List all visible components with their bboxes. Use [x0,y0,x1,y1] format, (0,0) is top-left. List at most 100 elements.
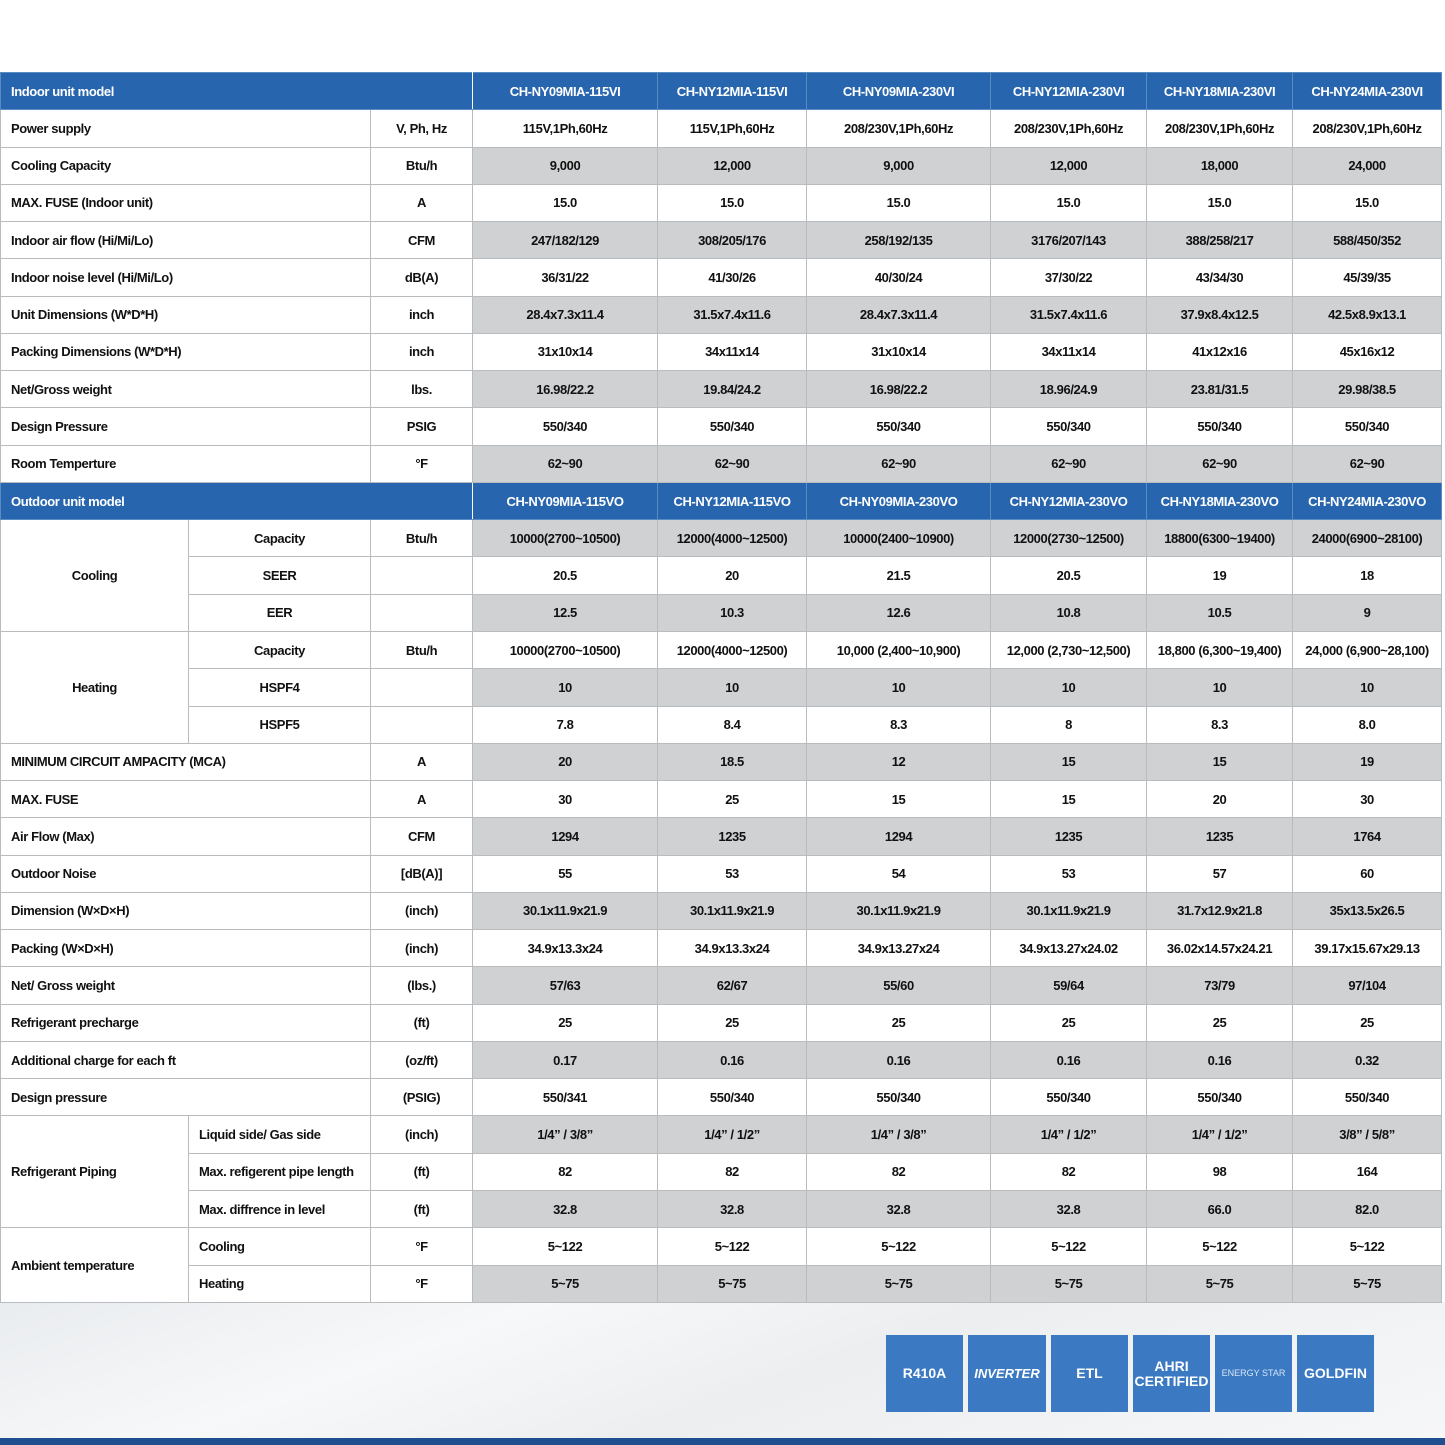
model-header: CH-NY12MIA-115VO [657,481,808,521]
value-cell: 550/340 [657,407,808,446]
value-cell: 31x10x14 [806,332,992,372]
footer-bar [0,1438,1445,1445]
value-cell: 34.9x13.27x24.02 [990,929,1148,968]
unit-cell: °F [369,1227,474,1266]
value-cell: 24000(6900~28100) [1292,519,1443,558]
unit-cell: Btu/h [369,146,474,185]
row-label: Dimension (W×D×H) [0,891,371,931]
value-cell: 15 [1146,742,1294,782]
table-row: Power supply V, Ph, Hz 115V,1Ph,60Hz 115V,1… [0,109,1443,148]
table-row: Refrigerant Piping Liquid side/ Gas side(… [0,1115,1443,1229]
value-cell: 32.8 [657,1189,808,1229]
table-row: HSPF5 7.8 8.4 8.3 8 8.3 8.0 [1,705,1443,744]
value-cell: 12,000 [657,146,808,185]
value-cell: 588/450/352 [1292,221,1443,260]
value-cell: 24,000 (6,900~28,100) [1292,630,1443,670]
value-cell: 57 [1146,854,1294,893]
table-row: EER 12.5 10.3 12.6 10.8 10.5 9 [1,593,1443,632]
sub-label: Capacity [188,519,371,558]
value-cell: 1235 [990,817,1148,856]
value-cell: 5~122 [472,1227,659,1266]
value-cell: 247/182/129 [472,221,659,260]
value-cell: 29.98/38.5 [1292,370,1443,409]
model-header: CH-NY18MIA-230VI [1146,71,1294,111]
value-cell: 10 [472,668,659,707]
value-cell: 12.5 [472,593,659,632]
value-cell: 388/258/217 [1146,221,1294,260]
value-cell: 10.8 [990,593,1148,632]
row-label: Packing (W×D×H) [0,929,371,968]
value-cell: 12,000 (2,730~12,500) [990,630,1148,670]
value-cell: 0.17 [472,1040,659,1080]
value-cell: 20.5 [990,556,1148,595]
sub-label: EER [188,593,371,632]
value-cell: 82 [472,1152,659,1191]
value-cell: 15 [806,780,992,819]
value-cell: 19 [1146,556,1294,595]
value-cell: 0.32 [1292,1040,1443,1080]
value-cell: 258/192/135 [806,221,992,260]
model-header: CH-NY24MIA-230VO [1292,481,1443,521]
unit-cell: lbs. [369,370,474,409]
value-cell: 34x11x14 [990,332,1148,372]
value-cell: 115V,1Ph,60Hz [657,109,808,148]
unit-cell: A [369,183,474,223]
value-cell: 10000(2700~10500) [472,630,659,670]
model-header: CH-NY12MIA-230VO [990,481,1148,521]
value-cell: 62~90 [1292,444,1443,483]
value-cell: 18 [1292,556,1443,595]
value-cell: 53 [657,854,808,893]
value-cell: 25 [990,1003,1148,1042]
value-cell: 15 [990,742,1148,782]
unit-cell: inch [369,332,474,372]
value-cell: 62~90 [990,444,1148,483]
value-cell: 208/230V,1Ph,60Hz [1146,109,1294,148]
value-cell: 18.5 [657,742,808,782]
value-cell: 34.9x13.3x24 [657,929,808,968]
unit-cell [369,593,474,632]
value-cell: 1294 [472,817,659,856]
value-cell: 8.3 [1146,705,1294,744]
table-row: Additional charge for each ft (oz/ft) 0.17… [0,1040,1443,1080]
value-cell: 1/4” / 3/8” [472,1115,659,1154]
value-cell: 41x12x16 [1146,332,1294,372]
value-cell: 550/340 [990,407,1148,446]
value-cell: 31x10x14 [472,332,659,372]
value-cell: 55/60 [806,966,992,1005]
value-cell: 55 [472,854,659,893]
value-cell: 21.5 [806,556,992,595]
table-row: Cooling Capacity Btu/h 10000(2700~10500) 120… [0,519,1443,632]
value-cell: 32.8 [990,1189,1148,1229]
table-row: Refrigerant precharge (ft) 25 25 25 25 25 25 [0,1003,1443,1042]
table-row: Heating °F 5~75 5~75 5~75 5~75 5~75 5~75 [1,1264,1443,1303]
sub-label: Liquid side/ Gas side [188,1115,371,1154]
value-cell: 15.0 [1292,183,1443,223]
model-header: CH-NY09MIA-115VI [472,71,659,111]
value-cell: 42.5x8.9x13.1 [1292,295,1443,334]
table-row: Unit Dimensions (W*D*H) inch 28.4x7.3x11.4… [0,295,1443,334]
table-row: Dimension (W×D×H) (inch) 30.1x11.9x21.9 30.… [0,891,1443,931]
value-cell: 35x13.5x26.5 [1292,891,1443,931]
row-label: Unit Dimensions (W*D*H) [0,295,371,334]
unit-cell: (ft) [369,1003,474,1042]
value-cell: 53 [990,854,1148,893]
unit-cell [369,705,474,744]
value-cell: 5~122 [1146,1227,1294,1266]
value-cell: 10.5 [1146,593,1294,632]
row-label: Net/ Gross weight [0,966,371,1005]
value-cell: 550/340 [1146,1078,1294,1117]
value-cell: 20 [472,742,659,782]
value-cell: 550/340 [1146,407,1294,446]
value-cell: 10 [1292,668,1443,707]
model-header: CH-NY24MIA-230VI [1292,71,1443,111]
row-label: MINIMUM CIRCUIT AMPACITY (MCA) [0,742,371,782]
value-cell: 25 [806,1003,992,1042]
table-row: Design Pressure PSIG 550/340 550/340 550/340… [0,407,1443,446]
unit-cell: (inch) [369,929,474,968]
value-cell: 62~90 [657,444,808,483]
value-cell: 30.1x11.9x21.9 [472,891,659,931]
value-cell: 550/340 [990,1078,1148,1117]
value-cell: 115V,1Ph,60Hz [472,109,659,148]
value-cell: 20.5 [472,556,659,595]
